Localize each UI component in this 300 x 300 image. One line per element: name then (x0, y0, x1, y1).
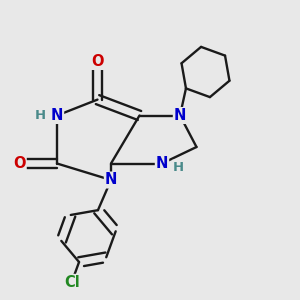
Text: N: N (156, 156, 168, 171)
Text: Cl: Cl (64, 275, 80, 290)
Text: N: N (174, 108, 186, 123)
Text: O: O (91, 54, 104, 69)
Text: H: H (173, 160, 184, 174)
Text: O: O (13, 156, 26, 171)
Text: N: N (51, 108, 63, 123)
Text: H: H (35, 109, 46, 122)
Text: N: N (105, 172, 117, 188)
